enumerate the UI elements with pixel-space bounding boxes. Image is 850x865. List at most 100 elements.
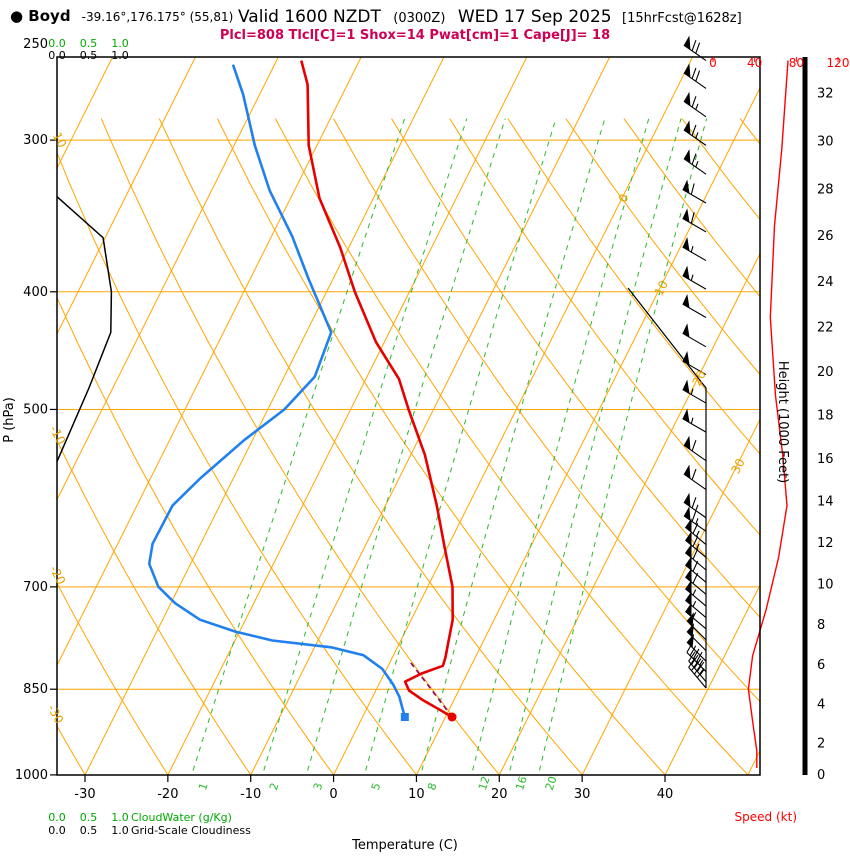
wind-barb-half [690,388,694,395]
wind-barb [683,506,707,532]
wind-barb-feather [691,497,697,509]
wind-barb [686,623,707,652]
wind-barb-feather [692,548,699,560]
dry-adiabat-line [57,581,169,775]
wind-barb [688,657,707,689]
dry-adiabat-line [0,119,5,781]
wind-barb [683,35,707,62]
wind-barb-half [695,530,700,537]
temperature-tick-label: 30 [574,787,591,802]
wind-barb-pennant [685,591,692,606]
wind-barb-staff [683,473,707,490]
cloudwater-axis-label: CloudWater (g/Kg) [131,811,232,824]
mixing-ratio-line [191,118,406,775]
cloudwater-top-tick-label: 0.0 [48,37,66,50]
dry-adiabat-line [216,118,666,775]
wind-barb-pennant [682,179,690,194]
wind-barb-half [692,589,697,596]
cloudwater-top-tick-label: 0.5 [80,37,98,50]
wind-barb-feather [695,651,703,663]
wind-barb-pennant [683,492,691,507]
wind-barb-pennant [685,530,692,546]
mixing-ratio-label: 3 [311,781,326,792]
dry-adiabat-line [333,118,760,703]
cloudiness-axis-label: Grid-Scale Cloudiness [131,824,251,837]
wind-barb-feather [690,183,695,195]
plot-frame [56,56,761,776]
mixing-ratio-label: 12 [476,775,493,792]
cloudiness-bottom-tick-label: 1.0 [111,824,129,837]
wind-barb [682,408,707,433]
mixing-ratio-line [305,118,506,775]
wind-barb-half [699,659,704,666]
wind-barb-half [699,669,705,676]
wind-barb-feather [691,124,697,136]
wind-barb [684,579,707,607]
cloudwater-top-tick-label: 1.0 [111,37,129,50]
dewpoint-curve [147,64,407,718]
wind-barb-pennant [682,293,690,309]
wind-barb-pennant [683,464,691,479]
wind-barb-feather [688,651,696,662]
station-name: ● Boyd [10,7,71,25]
wind-barb-staff [682,360,707,376]
isotherm-label: 10 [652,278,671,298]
wind-barb-staff [682,418,707,433]
wind-barb-feather [691,67,697,79]
wind-barb-feather [695,70,701,82]
parcel-path [409,662,453,718]
wind-barb-feather [691,439,697,452]
wind-barb [683,120,707,146]
wind-barb-staff [682,303,707,319]
height-tick-label: 28 [817,182,834,197]
wind-barb-staff [686,641,707,662]
wind-barb-pennant [683,120,691,135]
wind-barb [682,237,707,262]
surface-dewpoint-marker [400,713,409,722]
isotherm-line [84,57,445,775]
wind-barb-staff [686,620,707,641]
wind-barb-pennant [685,579,692,594]
wind-barb-pennant [682,351,690,366]
wind-barb-feather [692,560,699,572]
dry-adiabat-line [57,296,335,775]
pressure-tick-label: 500 [23,402,48,417]
wind-barb-staff [684,611,707,630]
mixing-ratio-label: 1 [196,781,211,792]
isotherm-line [57,57,279,501]
wind-barb [682,293,707,319]
speed-tick-label: 80 [789,56,804,70]
wind-barb-half [690,274,694,281]
dry-adiabat-line [681,118,760,221]
height-tick-label: 12 [817,536,834,551]
wind-barb-feather [691,510,697,522]
wind-barb-pennant [683,91,691,106]
dry-adiabat-line [623,118,760,298]
dry-adiabat-line [57,439,252,775]
wind-barb-feather [691,661,699,672]
wind-barb-feather [696,667,705,678]
wind-barb-feather [691,96,697,108]
isotherm-label: 30 [728,456,747,476]
temperature-axis-label: Temperature (C) [351,838,458,853]
wind-barb-pennant [683,506,691,521]
wind-barb-staff [682,275,707,290]
cloudiness-bottom-tick-label: 0.5 [80,824,98,837]
height-tick-label: 8 [817,618,825,633]
wind-barb-feather [690,212,695,224]
fcst-tag: [15hrFcst@1628z] [622,11,742,26]
dry-adiabat-line [274,118,749,775]
wind-barb-staff [683,158,707,175]
stability-indices: Plcl=808 Tlcl[C]=1 Shox=14 Pwat[cm]=1 Ca… [220,28,610,43]
wind-barb-feather [695,42,701,54]
wind-barb-feather [696,661,705,672]
pressure-axis-label: P (hPa) [2,397,17,443]
wind-barb-feather [691,39,697,52]
wind-barb [684,555,707,583]
wind-barb-staff [684,564,707,583]
wind-barb-half [695,543,700,550]
surface-temperature-marker [447,712,457,722]
